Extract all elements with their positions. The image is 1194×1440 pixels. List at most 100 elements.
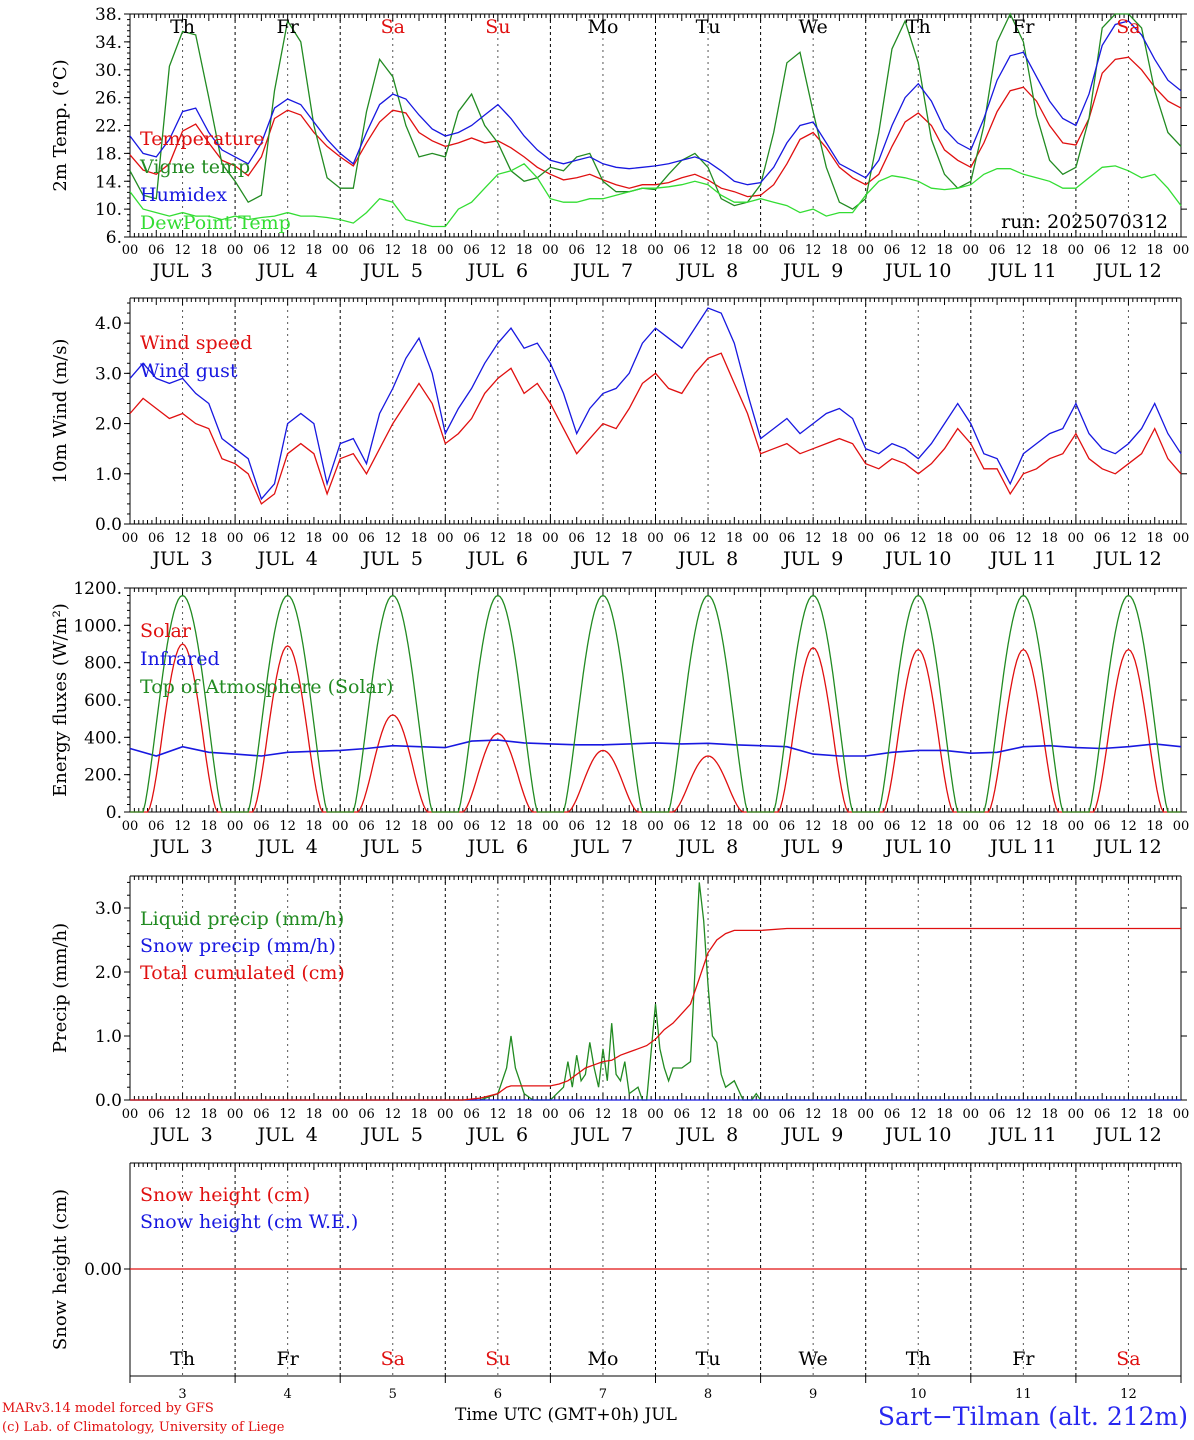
temp-legend-entry: Vigne temp — [139, 156, 250, 178]
wind-hour-label: 18 — [936, 531, 953, 546]
energy-ytick-label: 1000. — [73, 616, 122, 636]
wind-hour-label: 18 — [306, 531, 323, 546]
energy-ytick-label: 600. — [84, 691, 122, 711]
precip-hour-label: 12 — [384, 1107, 401, 1122]
energy-hour-label: 00 — [227, 819, 244, 834]
temp-series-humidex — [129, 20, 1182, 186]
precip-ytick-label: 0.0 — [95, 1091, 122, 1111]
weekday-label-bottom: Fr — [1012, 1348, 1035, 1370]
energy-hour-label: 12 — [1120, 819, 1137, 834]
energy-hour-label: 00 — [752, 819, 769, 834]
precip-ytick-label: 2.0 — [95, 963, 122, 983]
temp-date-label: JUL 9 — [781, 260, 843, 282]
temp-ytick-label: 26. — [95, 89, 122, 109]
energy-date-label: JUL 11 — [988, 836, 1056, 858]
temp-hour-label: 18 — [621, 243, 638, 258]
energy-hour-label: 12 — [700, 819, 717, 834]
energy-hour-label: 00 — [122, 819, 139, 834]
weekday-label-top: Fr — [277, 16, 300, 38]
wind-hour-label: 06 — [253, 531, 270, 546]
energy-panel: 0. 200. 400. 600. 800. 1000. 1200.Energy fluxe… — [50, 579, 1189, 858]
energy-hour-label: 12 — [174, 819, 191, 834]
wind-ytick-label: 2.0 — [95, 415, 122, 435]
temp-ytick-label: 10. — [95, 200, 122, 220]
energy-hour-label: 00 — [1173, 819, 1190, 834]
run-label: run: 2025070312 — [1001, 211, 1168, 233]
temp-hour-label: 00 — [542, 243, 559, 258]
wind-ytick-label: 4.0 — [95, 314, 122, 334]
temp-legend-entry: Humidex — [140, 184, 227, 206]
precip-ytick-label: 1.0 — [95, 1027, 122, 1047]
day-number-label: 5 — [389, 1387, 397, 1400]
wind-hour-label: 00 — [332, 531, 349, 546]
precip-ytick-label: 3.0 — [95, 899, 122, 919]
precip-hour-label: 18 — [1041, 1107, 1058, 1122]
precip-hour-label: 18 — [936, 1107, 953, 1122]
wind-series-wind-gust — [129, 307, 1182, 501]
temp-ytick-label: 22. — [95, 117, 122, 137]
weekday-label-bottom: Fr — [277, 1348, 300, 1370]
temp-hour-label: 12 — [700, 243, 717, 258]
wind-date-label: JUL 3 — [150, 548, 212, 570]
precip-hour-label: 06 — [253, 1107, 270, 1122]
wind-date-label: JUL 10 — [883, 548, 951, 570]
temp-hour-label: 18 — [1146, 243, 1163, 258]
temp-hour-label: 18 — [1041, 243, 1058, 258]
temp-ytick-label: 14. — [95, 172, 122, 192]
energy-ylabel: Energy fluxes (W/m²) — [50, 603, 71, 797]
day-number-label: 4 — [284, 1387, 292, 1400]
temp-hour-label: 06 — [989, 243, 1006, 258]
energy-hour-label: 06 — [358, 819, 375, 834]
precip-date-label: JUL 8 — [676, 1124, 738, 1146]
meteogram-chart: 6.10.14.18.22.26.30.34.38.2m Temp. (°C) T… — [50, 5, 1189, 1400]
energy-hour-label: 06 — [463, 819, 480, 834]
precip-ylabel: Precip (mm/h) — [50, 923, 71, 1053]
wind-hour-label: 00 — [752, 531, 769, 546]
precip-hour-label: 00 — [542, 1107, 559, 1122]
wind-ytick-label: 3.0 — [95, 364, 122, 384]
station-label: Sart−Tilman (alt. 212m) — [877, 1402, 1188, 1431]
temp-series-dewpoint-temp — [129, 162, 1182, 228]
temp-hour-label: 00 — [122, 243, 139, 258]
precip-date-label: JUL 5 — [361, 1124, 423, 1146]
energy-date-label: JUL 6 — [466, 836, 528, 858]
energy-ytick-label: 1200. — [73, 579, 122, 599]
wind-hour-label: 06 — [674, 531, 691, 546]
wind-hour-label: 00 — [227, 531, 244, 546]
temp-hour-label: 06 — [148, 243, 165, 258]
precip-hour-label: 06 — [148, 1107, 165, 1122]
wind-hour-label: 00 — [857, 531, 874, 546]
temp-panel: 6. 10. 14. 18. 22. 26. 30. 34. 38. 2m Temp. (°C) T… — [50, 5, 1189, 282]
precip-hour-label: 00 — [122, 1107, 139, 1122]
weekday-label-bottom: Th — [170, 1348, 195, 1370]
precip-series-total-cumulated-cm — [130, 927, 1181, 1101]
wind-hour-label: 06 — [884, 531, 901, 546]
wind-hour-label: 18 — [411, 531, 428, 546]
weekday-label-top: Sa — [381, 16, 405, 38]
energy-hour-label: 00 — [963, 819, 980, 834]
wind-ylabel: 10m Wind (m/s) — [50, 339, 71, 484]
snow-legend-entry: Snow height (cm) — [140, 1184, 310, 1206]
precip-hour-label: 12 — [595, 1107, 612, 1122]
wind-hour-label: 06 — [1094, 531, 1111, 546]
energy-hour-label: 06 — [674, 819, 691, 834]
temp-hour-label: 18 — [201, 243, 218, 258]
temp-legend-entry: Temperature — [140, 128, 264, 150]
temp-series-temperature — [129, 56, 1182, 198]
wind-hour-label: 12 — [174, 531, 191, 546]
energy-hour-label: 18 — [516, 819, 533, 834]
temp-date-label: JUL 12 — [1093, 260, 1161, 282]
day-number-label: 11 — [1015, 1387, 1032, 1400]
wind-hour-label: 18 — [1041, 531, 1058, 546]
wind-ytick-label: 1.0 — [95, 465, 122, 485]
wind-date-label: JUL 12 — [1093, 548, 1161, 570]
wind-ytick-label: 0.0 — [95, 515, 122, 535]
energy-ytick-label: 0. — [106, 803, 122, 823]
day-number-label: 7 — [599, 1387, 607, 1400]
wind-hour-label: 18 — [831, 531, 848, 546]
precip-hour-label: 18 — [1146, 1107, 1163, 1122]
wind-legend-entry: Wind gust — [140, 360, 238, 382]
precip-hour-label: 12 — [910, 1107, 927, 1122]
temp-date-label: JUL 11 — [988, 260, 1056, 282]
precip-panel: 0.0 1.0 2.0 3.0 Precip (mm/h) Liquid precip (… — [50, 875, 1189, 1146]
